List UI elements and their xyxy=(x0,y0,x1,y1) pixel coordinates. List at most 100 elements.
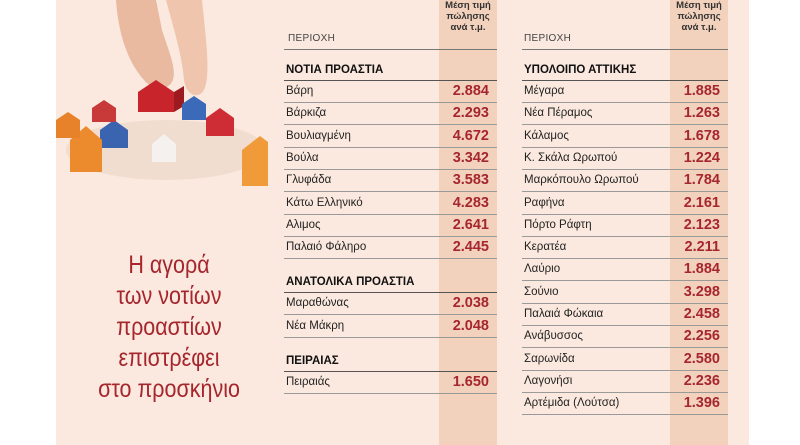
houses-illustration xyxy=(56,0,268,205)
section-rule xyxy=(284,292,497,294)
table-row: Νέα Πέραμος 1.263 xyxy=(522,103,744,126)
row-divider xyxy=(284,393,497,394)
price-table-right: Μέση τιμή πώλησης ανά τ.μ. ΠΕΡΙΟΧΗ ΥΠΟΛΟ… xyxy=(522,0,744,445)
table-row: Κάλαμος 1.678 xyxy=(522,126,744,148)
section-title: ΥΠΟΛΟΙΠΟ ΑΤΤΙΚΗΣ xyxy=(524,64,637,76)
headline-line: στο προσκήνιο xyxy=(98,375,240,403)
row-divider xyxy=(522,213,728,215)
table-row: Μαρκόπουλο Ωρωπού 1.784 xyxy=(522,170,744,193)
row-divider xyxy=(522,191,728,193)
price-value: 3.583 xyxy=(452,172,489,189)
area-name: Κερατέα xyxy=(524,241,567,254)
price-value: 2.038 xyxy=(452,295,489,312)
header-rule xyxy=(284,49,497,50)
row-divider xyxy=(284,258,497,260)
price-header-line: ανά τ.μ. xyxy=(450,22,486,33)
area-name: Μαρκόπουλο Ωρωπού xyxy=(524,174,639,187)
price-header-line: πώλησης xyxy=(677,11,721,22)
price-value: 2.256 xyxy=(683,328,720,345)
price-header-line: ανά τ.μ. xyxy=(681,22,717,33)
region-column-header: ΠΕΡΙΟΧΗ xyxy=(288,33,336,44)
price-column-band xyxy=(439,0,497,445)
section-title: ΝΟΤΙΑ ΠΡΟΑΣΤΙΑ xyxy=(286,64,384,76)
area-name: Σαρωνίδα xyxy=(524,352,575,365)
section-title: ΑΝΑΤΟΛΙΚΑ ΠΡΟΑΣΤΙΑ xyxy=(286,276,415,289)
row-divider xyxy=(284,191,497,193)
table-row: Παλαιά Φώκαια 2.458 xyxy=(522,304,744,326)
row-divider xyxy=(284,314,497,316)
hand-with-houses-image xyxy=(56,0,268,205)
table-row: Νέα Μάκρη 2.048 xyxy=(284,316,514,338)
area-name: Βάρη xyxy=(286,85,314,97)
price-value: 1.884 xyxy=(683,261,720,278)
area-name: Νέα Πέραμος xyxy=(524,107,593,120)
area-name: Λαγονήσι xyxy=(524,374,573,387)
area-name: Ανάβυσσος xyxy=(524,330,583,343)
header-rule xyxy=(522,49,728,50)
headline-line: των νοτίων xyxy=(116,282,222,310)
table-row: Γλυφάδα 3.583 xyxy=(284,170,514,193)
area-name: Βάρκιζα xyxy=(286,107,327,120)
price-value: 2.445 xyxy=(452,239,489,256)
row-divider xyxy=(284,336,497,338)
area-name: Κ. Σκάλα Ωρωπού xyxy=(524,151,618,164)
table-row: Κάτω Ελληνικό 4.283 xyxy=(284,193,514,215)
price-value: 1.650 xyxy=(452,374,489,390)
section-rule xyxy=(522,80,728,81)
table-row: Βάρκιζα 2.293 xyxy=(284,103,514,126)
price-header-line: Μέση τιμή xyxy=(445,0,491,11)
price-value: 2.161 xyxy=(683,194,720,211)
row-divider xyxy=(522,347,728,349)
price-value: 3.298 xyxy=(683,283,720,300)
region-column-header: ΠΕΡΙΟΧΗ xyxy=(524,33,572,44)
table-row: Σούνιο 3.298 xyxy=(522,282,744,304)
price-value: 1.396 xyxy=(683,395,720,412)
area-name: Μαραθώνας xyxy=(286,297,349,310)
section-rule xyxy=(284,371,497,372)
area-name: Πόρτο Ράφτη xyxy=(524,218,592,231)
row-divider xyxy=(522,280,728,282)
area-name: Ραφήνα xyxy=(524,196,565,209)
price-value: 2.884 xyxy=(452,83,489,99)
price-value: 2.048 xyxy=(452,317,489,334)
headline-line: προαστίων xyxy=(116,313,222,341)
area-name: Παλαιά Φώκαια xyxy=(524,308,604,320)
price-header-line: πώλησης xyxy=(446,11,490,22)
table-row: Μαραθώνας 2.038 xyxy=(284,293,514,316)
row-divider xyxy=(522,146,728,148)
price-value: 1.784 xyxy=(683,172,720,189)
price-value: 2.293 xyxy=(452,105,489,122)
price-header-line: Μέση τιμή xyxy=(676,0,722,11)
table-row: Βάρη 2.884 xyxy=(284,81,514,103)
price-value: 2.211 xyxy=(684,239,721,256)
headline-line: επιστρέφει xyxy=(118,344,220,372)
row-divider xyxy=(522,124,728,126)
row-divider xyxy=(522,102,728,103)
price-value: 4.672 xyxy=(452,127,489,144)
row-divider xyxy=(284,235,497,237)
row-divider xyxy=(522,235,728,237)
table-row: Βουλιαγμένη 4.672 xyxy=(284,126,514,148)
table-row: Κ. Σκάλα Ωρωπού 1.224 xyxy=(522,148,744,170)
row-divider xyxy=(522,369,728,371)
price-value: 3.342 xyxy=(452,149,489,166)
price-column-band xyxy=(670,0,728,445)
price-table-left: Μέση τιμή πώλησης ανά τ.μ. ΠΕΡΙΟΧΗ ΝΟΤΙΑ… xyxy=(284,0,514,445)
price-value: 2.236 xyxy=(683,372,720,389)
table-row: Λαύριο 1.884 xyxy=(522,259,744,282)
row-divider xyxy=(284,213,497,215)
price-value: 1.263 xyxy=(683,105,720,122)
table-row: Πειραιάς 1.650 xyxy=(284,372,514,394)
area-name: Γλυφάδα xyxy=(286,174,332,187)
row-divider xyxy=(522,168,728,170)
row-divider xyxy=(522,302,728,304)
table-row: Ραφήνα 2.161 xyxy=(522,193,744,215)
area-name: Νέα Μάκρη xyxy=(286,319,345,332)
table-row: Βούλα 3.342 xyxy=(284,148,514,170)
price-column-header: Μέση τιμή πώλησης ανά τ.μ. xyxy=(436,0,500,33)
price-value: 2.458 xyxy=(683,306,720,322)
area-name: Σούνιο xyxy=(524,285,559,298)
price-value: 1.224 xyxy=(683,149,720,166)
row-divider xyxy=(522,258,728,260)
area-name: Κάτω Ελληνικό xyxy=(286,196,363,209)
